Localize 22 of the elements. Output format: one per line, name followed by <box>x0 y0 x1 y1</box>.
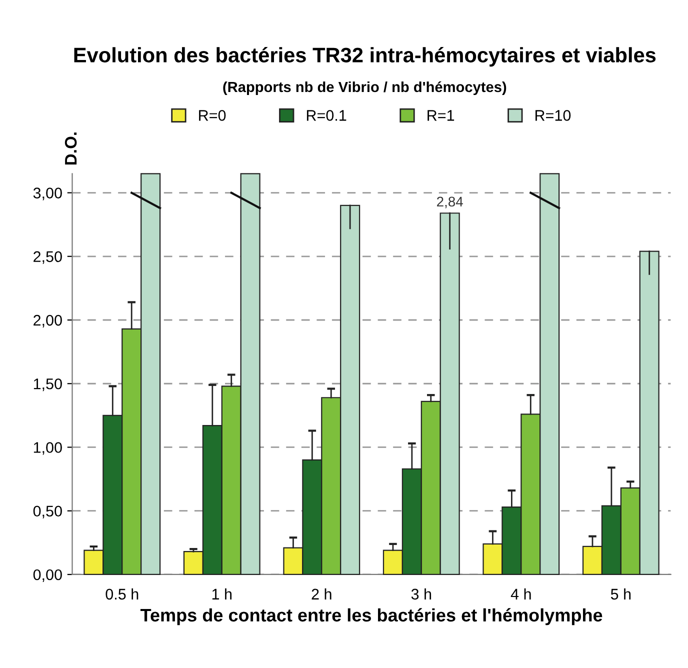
legend-label: R=0.1 <box>306 110 346 121</box>
chart-title: Evolution des bactéries TR32 intra-hémocytaires et viables <box>74 46 656 67</box>
chart-subtitle: (Rapports nb de Vibrio / nb d'hémocytes) <box>223 81 506 96</box>
x-tick-label: 1 h <box>212 588 232 600</box>
y-tick-label: 1,00 <box>34 442 62 455</box>
y-tick-label: 0,50 <box>33 506 62 518</box>
x-tick-label: 0.5 h <box>106 588 138 600</box>
x-axis-title: Temps de contact entre les bactéries et l'hémolymphe <box>140 608 602 626</box>
data-label: 2,84 <box>437 196 463 208</box>
x-tick-label: 4 h <box>510 588 531 600</box>
x-tick-label: 2 h <box>312 588 332 600</box>
y-tick-label: 2,50 <box>34 251 62 264</box>
y-tick-label: 3,00 <box>33 188 62 200</box>
y-tick-label: 0,00 <box>33 569 62 582</box>
legend-label: R=10 <box>536 110 571 121</box>
y-tick-label: 2,00 <box>34 314 62 328</box>
legend-label: R=1 <box>428 110 454 121</box>
x-tick-label: 3 h <box>411 588 432 600</box>
y-tick-label: 1,50 <box>34 378 62 392</box>
y-axis-title: D.O. <box>64 132 77 165</box>
x-tick-label: 5 h <box>610 588 631 600</box>
legend-label: R=0 <box>199 110 226 121</box>
